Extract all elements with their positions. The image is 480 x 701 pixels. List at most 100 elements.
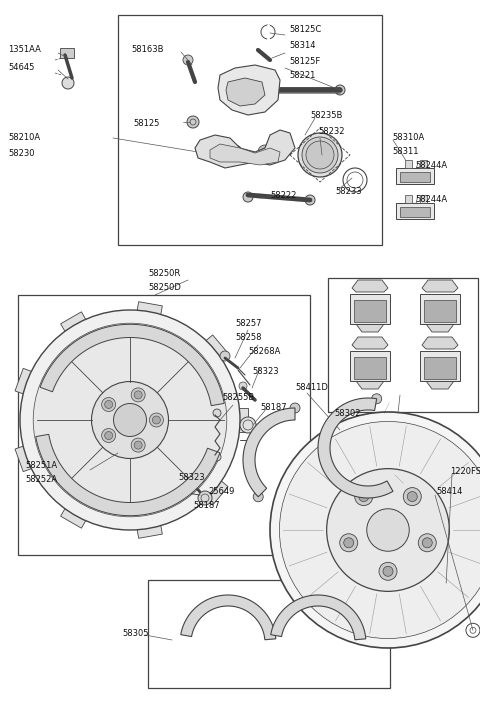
Bar — [136, 518, 162, 538]
Bar — [354, 300, 386, 322]
Text: 58221: 58221 — [289, 72, 315, 81]
Bar — [396, 168, 434, 184]
Text: 58302: 58302 — [334, 409, 360, 418]
Circle shape — [105, 400, 113, 409]
Polygon shape — [243, 408, 295, 497]
Circle shape — [92, 381, 168, 458]
Text: 58233: 58233 — [335, 187, 361, 196]
Bar — [420, 351, 460, 381]
Circle shape — [403, 488, 421, 505]
Circle shape — [33, 323, 227, 517]
Circle shape — [105, 432, 113, 440]
Bar — [60, 48, 74, 58]
Bar — [420, 160, 427, 168]
Bar — [232, 408, 248, 432]
Circle shape — [379, 562, 397, 580]
Text: 54645: 54645 — [8, 64, 35, 72]
Text: 58258: 58258 — [235, 332, 262, 341]
Text: 58187: 58187 — [193, 501, 220, 510]
Bar — [396, 203, 434, 219]
Text: 58411D: 58411D — [295, 383, 328, 393]
Circle shape — [131, 438, 145, 452]
Circle shape — [253, 492, 263, 502]
Text: 58251A: 58251A — [25, 461, 57, 470]
Circle shape — [290, 403, 300, 413]
Text: 58323: 58323 — [178, 472, 204, 482]
Bar — [15, 368, 38, 396]
Polygon shape — [422, 280, 458, 292]
Circle shape — [243, 192, 253, 202]
Text: 58125: 58125 — [133, 118, 159, 128]
Circle shape — [344, 538, 354, 547]
Text: 58163B: 58163B — [131, 46, 164, 55]
Bar — [420, 195, 427, 203]
Bar — [420, 294, 460, 324]
Text: 58310A: 58310A — [392, 132, 424, 142]
Text: 58257: 58257 — [235, 318, 262, 327]
Circle shape — [298, 133, 342, 177]
Bar — [400, 207, 430, 217]
Polygon shape — [422, 337, 458, 349]
Text: 58268A: 58268A — [248, 346, 280, 355]
Text: 58305: 58305 — [122, 629, 148, 639]
Circle shape — [102, 397, 116, 411]
Bar — [350, 351, 390, 381]
Circle shape — [102, 428, 116, 442]
Text: 58235B: 58235B — [310, 111, 342, 119]
Circle shape — [149, 413, 163, 427]
Bar — [148, 580, 390, 688]
Circle shape — [231, 148, 239, 156]
Bar — [424, 300, 456, 322]
Bar — [328, 278, 478, 412]
Circle shape — [213, 453, 221, 461]
Text: 58210A: 58210A — [8, 133, 40, 142]
Text: 58230: 58230 — [8, 149, 35, 158]
Circle shape — [20, 310, 240, 530]
Polygon shape — [181, 595, 276, 640]
Polygon shape — [271, 595, 366, 640]
Polygon shape — [352, 280, 388, 292]
Text: 1220FS: 1220FS — [450, 468, 480, 477]
Circle shape — [239, 382, 247, 390]
Circle shape — [302, 137, 338, 173]
Circle shape — [367, 509, 409, 551]
Bar — [201, 477, 228, 505]
Text: 58232: 58232 — [318, 128, 345, 137]
Circle shape — [383, 566, 393, 576]
Polygon shape — [318, 398, 393, 498]
Bar — [354, 357, 386, 379]
Circle shape — [326, 469, 449, 592]
Circle shape — [422, 538, 432, 547]
Text: 58244A: 58244A — [415, 161, 447, 170]
Circle shape — [279, 421, 480, 639]
Bar — [60, 312, 89, 338]
Circle shape — [305, 195, 315, 205]
Polygon shape — [426, 377, 454, 389]
Circle shape — [270, 412, 480, 648]
Polygon shape — [36, 435, 220, 516]
Text: 58311: 58311 — [392, 147, 419, 156]
Circle shape — [62, 77, 74, 89]
Text: 58187: 58187 — [260, 402, 287, 411]
Circle shape — [306, 141, 334, 169]
Bar — [405, 195, 412, 203]
Text: 58222: 58222 — [270, 191, 296, 200]
Circle shape — [372, 394, 382, 404]
Circle shape — [407, 491, 417, 502]
Bar — [15, 444, 38, 472]
Polygon shape — [195, 130, 295, 168]
Polygon shape — [226, 78, 265, 106]
Text: 1351AA: 1351AA — [8, 46, 41, 55]
Text: 58244A: 58244A — [415, 196, 447, 205]
Text: 58414: 58414 — [436, 487, 462, 496]
Circle shape — [240, 417, 256, 433]
Text: 58250R: 58250R — [148, 269, 180, 278]
Text: 58314: 58314 — [289, 41, 315, 50]
Polygon shape — [426, 320, 454, 332]
Polygon shape — [218, 65, 280, 115]
Bar — [201, 335, 228, 364]
Circle shape — [113, 404, 146, 437]
Text: 58323: 58323 — [252, 367, 278, 376]
Bar — [18, 295, 310, 555]
Circle shape — [134, 391, 142, 399]
